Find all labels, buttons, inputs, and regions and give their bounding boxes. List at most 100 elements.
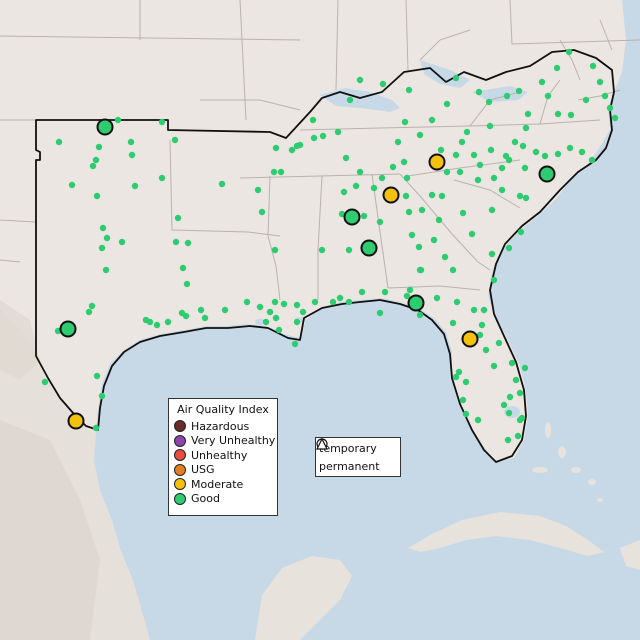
station-marker-good[interactable] bbox=[449, 319, 457, 327]
station-marker-good[interactable] bbox=[128, 151, 136, 159]
station-marker-good[interactable] bbox=[400, 158, 408, 166]
station-marker-good[interactable] bbox=[606, 104, 614, 112]
station-marker-good[interactable] bbox=[522, 194, 530, 202]
station-marker-good[interactable] bbox=[554, 150, 562, 158]
station-marker-good[interactable] bbox=[478, 321, 486, 329]
station-marker-good[interactable] bbox=[476, 331, 484, 339]
station-marker-good[interactable] bbox=[403, 292, 411, 300]
station-marker-good[interactable] bbox=[538, 78, 546, 86]
station-marker-good[interactable] bbox=[453, 298, 461, 306]
station-marker-good[interactable] bbox=[293, 318, 301, 326]
station-marker-good[interactable] bbox=[99, 224, 107, 232]
station-marker-good[interactable] bbox=[519, 142, 527, 150]
station-marker-good[interactable] bbox=[524, 110, 532, 118]
station-marker-good[interactable] bbox=[433, 294, 441, 302]
station-marker-good[interactable] bbox=[611, 114, 619, 122]
station-marker-good[interactable] bbox=[601, 92, 609, 100]
station-marker-good[interactable] bbox=[455, 368, 463, 376]
station-marker-good[interactable] bbox=[291, 340, 299, 348]
station-marker-good[interactable] bbox=[68, 181, 76, 189]
station-marker-good[interactable] bbox=[131, 182, 139, 190]
station-marker-good[interactable] bbox=[55, 138, 63, 146]
station-marker-good[interactable] bbox=[92, 424, 100, 432]
station-marker-good[interactable] bbox=[475, 88, 483, 96]
station-marker-good[interactable] bbox=[441, 253, 449, 261]
station-marker-good[interactable] bbox=[95, 143, 103, 151]
station-marker-good[interactable] bbox=[288, 146, 296, 154]
station-marker-good[interactable] bbox=[596, 78, 604, 86]
station-marker-good[interactable] bbox=[521, 364, 529, 372]
station-marker-good[interactable] bbox=[309, 116, 317, 124]
station-marker-good[interactable] bbox=[504, 436, 512, 444]
station-marker-good[interactable] bbox=[41, 378, 49, 386]
station-marker-good[interactable] bbox=[443, 168, 451, 176]
station-marker-good[interactable] bbox=[376, 218, 384, 226]
station-marker-good[interactable] bbox=[266, 308, 274, 316]
station-marker-good[interactable] bbox=[310, 134, 318, 142]
station-marker-good-large[interactable] bbox=[59, 320, 77, 338]
station-marker-good[interactable] bbox=[164, 318, 172, 326]
station-marker-good[interactable] bbox=[275, 326, 283, 334]
station-marker-good[interactable] bbox=[486, 122, 494, 130]
station-marker-good[interactable] bbox=[498, 164, 506, 172]
station-marker-good[interactable] bbox=[342, 154, 350, 162]
station-marker-good[interactable] bbox=[406, 286, 414, 294]
station-marker-good[interactable] bbox=[566, 144, 574, 152]
station-marker-good[interactable] bbox=[495, 339, 503, 347]
station-marker-good[interactable] bbox=[452, 373, 460, 381]
station-marker-good[interactable] bbox=[127, 138, 135, 146]
station-marker-good[interactable] bbox=[512, 376, 520, 384]
station-marker-good[interactable] bbox=[221, 306, 229, 314]
station-marker-good[interactable] bbox=[402, 192, 410, 200]
station-marker-good[interactable] bbox=[293, 301, 301, 309]
station-marker-good-large[interactable] bbox=[343, 208, 361, 226]
station-marker-good[interactable] bbox=[85, 308, 93, 316]
station-marker-good[interactable] bbox=[254, 186, 262, 194]
station-marker-good[interactable] bbox=[271, 246, 279, 254]
station-marker-good[interactable] bbox=[553, 64, 561, 72]
station-marker-good[interactable] bbox=[490, 362, 498, 370]
station-marker-good[interactable] bbox=[430, 236, 438, 244]
station-marker-good[interactable] bbox=[488, 206, 496, 214]
station-marker-good[interactable] bbox=[532, 148, 540, 156]
station-marker-good[interactable] bbox=[511, 138, 519, 146]
station-marker-good[interactable] bbox=[515, 87, 523, 95]
station-marker-good[interactable] bbox=[463, 128, 471, 136]
station-marker-good[interactable] bbox=[389, 163, 397, 171]
station-marker-good[interactable] bbox=[408, 231, 416, 239]
station-marker-good[interactable] bbox=[272, 144, 280, 152]
station-marker-good[interactable] bbox=[482, 346, 490, 354]
station-marker-good[interactable] bbox=[381, 288, 389, 296]
station-marker-good[interactable] bbox=[490, 174, 498, 182]
station-marker-good[interactable] bbox=[352, 182, 360, 190]
station-marker-good[interactable] bbox=[280, 300, 288, 308]
station-marker-good[interactable] bbox=[356, 76, 364, 84]
station-marker-good[interactable] bbox=[443, 100, 451, 108]
station-marker-good[interactable] bbox=[172, 238, 180, 246]
station-marker-good[interactable] bbox=[277, 168, 285, 176]
station-marker-good[interactable] bbox=[514, 432, 522, 440]
station-marker-good[interactable] bbox=[218, 180, 226, 188]
station-marker-good[interactable] bbox=[516, 389, 524, 397]
station-marker-good[interactable] bbox=[360, 212, 368, 220]
station-marker-good[interactable] bbox=[394, 138, 402, 146]
station-marker-good-large[interactable] bbox=[360, 239, 378, 257]
station-marker-good[interactable] bbox=[174, 214, 182, 222]
station-marker-good[interactable] bbox=[488, 250, 496, 258]
station-marker-good[interactable] bbox=[296, 141, 304, 149]
station-marker-good[interactable] bbox=[318, 246, 326, 254]
station-marker-moderate-large[interactable] bbox=[461, 330, 479, 348]
station-marker-good[interactable] bbox=[418, 206, 426, 214]
station-marker-good[interactable] bbox=[487, 146, 495, 154]
station-marker-good-large[interactable] bbox=[96, 118, 114, 136]
station-marker-good[interactable] bbox=[338, 210, 346, 218]
station-marker-good[interactable] bbox=[506, 393, 514, 401]
station-marker-good[interactable] bbox=[370, 184, 378, 192]
station-marker-good[interactable] bbox=[468, 230, 476, 238]
station-marker-good[interactable] bbox=[459, 396, 467, 404]
station-marker-good[interactable] bbox=[435, 216, 443, 224]
station-marker-good[interactable] bbox=[345, 298, 353, 306]
station-marker-good[interactable] bbox=[299, 308, 307, 316]
station-marker-good[interactable] bbox=[346, 96, 354, 104]
station-marker-good[interactable] bbox=[474, 416, 482, 424]
